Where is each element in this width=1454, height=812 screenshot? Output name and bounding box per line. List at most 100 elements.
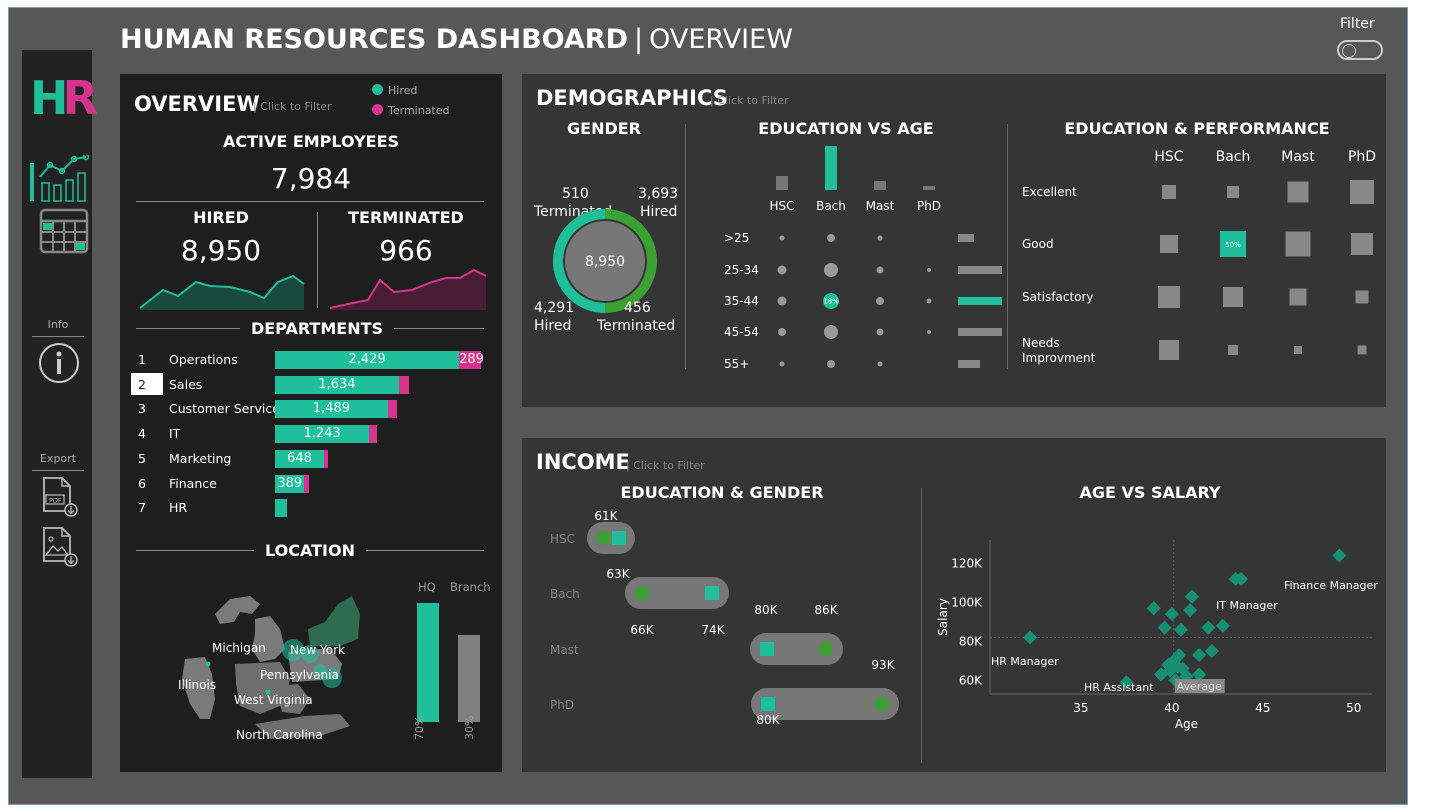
scatter-point [1164, 607, 1179, 622]
branch-pct: 30% [463, 715, 476, 740]
edu-gender-value-label: 93K [871, 658, 895, 672]
active-employees-value: 7,984 [270, 162, 352, 195]
department-row[interactable]: 4 IT 1,243 [130, 422, 490, 444]
perf-row-label: Needs [1022, 336, 1060, 350]
edu-age-point [827, 234, 835, 242]
perf-square [1289, 288, 1307, 306]
department-rank: 4 [138, 426, 146, 442]
terminated-sparkline [329, 268, 487, 310]
edu-age-point [778, 328, 786, 336]
location-divider-right [366, 550, 484, 551]
perf-square [1227, 186, 1239, 198]
location-divider-left [136, 550, 254, 551]
y-axis-label: Salary [936, 598, 950, 636]
filter-label: Filter [1340, 16, 1375, 32]
education-performance-chart[interactable]: HSC Bach Mast PhD Excellent Good Satisfactory N… [1012, 140, 1382, 370]
scatter-point [1192, 647, 1207, 663]
perf-row-label: Improvment [1022, 351, 1096, 365]
age-salary-chart[interactable]: 120K 100K 80K 60K 35 40 45 50 Age Salary Finance M… [930, 528, 1380, 768]
legend-hired[interactable]: Hired [372, 84, 417, 97]
info-icon[interactable] [37, 341, 81, 385]
department-row[interactable]: 1 Operations 2,429 289 [130, 348, 490, 370]
department-bar[interactable]: 1,634 [275, 375, 409, 394]
edu-age-row-label: 55+ [724, 357, 749, 370]
hq-bar[interactable] [417, 603, 439, 722]
department-bar[interactable]: 1,489 [275, 400, 397, 419]
average-label-bg [1174, 679, 1225, 693]
michigan-shape [215, 596, 285, 662]
page-title: HUMAN RESOURCES DASHBOARD | OVERVIEW [120, 24, 793, 55]
department-terminated-bar [324, 449, 328, 468]
perf-square [1220, 231, 1246, 257]
department-row[interactable]: 7 HR [130, 496, 490, 518]
scatter-point [1332, 548, 1347, 563]
title-separator: | [634, 24, 644, 55]
demographics-click-hint: | Click to Filter [710, 94, 789, 107]
perf-square [1285, 231, 1311, 257]
gender-divider [685, 124, 686, 369]
legend-terminated[interactable]: Terminated [372, 104, 450, 117]
department-terminated-bar [387, 400, 397, 419]
map-label-new-york: New York [290, 643, 345, 657]
education-age-chart[interactable]: HSC Bach Mast PhD >25 25-34 35-44 45-54 55+ 18% [692, 140, 1002, 370]
department-bar[interactable]: 648 [275, 449, 328, 468]
department-row[interactable]: 3 Customer Service 1,489 [130, 397, 490, 419]
edu-age-point [876, 266, 884, 274]
terminated-legend-dot [372, 104, 383, 115]
edu-gender-value-label: 80K [756, 713, 780, 727]
departments-divider-right [394, 328, 484, 329]
edu-gender-value-label: 61K [594, 509, 618, 523]
department-bar[interactable] [275, 499, 288, 518]
perf-square [1357, 345, 1367, 355]
location-map[interactable]: Michigan New York Illinois Pennsylvania … [160, 574, 410, 754]
info-label: Info [47, 318, 69, 331]
edu-gender-female-square [760, 642, 774, 656]
table-nav-icon[interactable] [39, 208, 89, 254]
edu-age-row-label: 25-34 [724, 263, 759, 277]
indiana-ohio-shape [235, 662, 290, 714]
map-label-west-virginia: West Virginia [234, 693, 313, 707]
education-gender-chart[interactable]: HSC Bach Mast PhD 61K 63K 66K 74K 80K 86K 93K 80K [528, 500, 918, 770]
hq-pct: 70% [413, 715, 426, 740]
perf-square [1294, 346, 1302, 354]
gender-center-value: 8,950 [585, 254, 625, 270]
gender-tl-num: 510 [562, 186, 589, 202]
edu-gender-row-label: PhD [550, 698, 574, 712]
demographics-title: DEMOGRAPHICS [536, 86, 728, 110]
export-pdf-icon[interactable]: PDF [40, 475, 80, 519]
sidebar: HR Info [22, 50, 98, 778]
scatter-point [1184, 589, 1199, 604]
gender-donut[interactable]: 8,950 [550, 206, 660, 316]
department-row[interactable]: 5 Marketing 648 [130, 447, 490, 469]
scatter-point [1183, 603, 1198, 618]
edu-age-point [876, 297, 884, 305]
department-row[interactable]: 6 Finance 389 [130, 472, 490, 494]
hired-label: HIRED [193, 208, 249, 227]
department-name: IT [169, 426, 181, 442]
perf-row-label: Satisfactory [1022, 290, 1094, 304]
x-tick-label: 50 [1346, 701, 1361, 715]
edu-gender-row-label: Bach [550, 587, 580, 601]
department-bar[interactable]: 389 [275, 474, 310, 493]
department-row[interactable]: 2 Sales 1,634 [130, 372, 490, 395]
edu-gender-male-dot [819, 642, 833, 656]
hired-value: 8,950 [180, 234, 262, 267]
edu-age-row-label: >25 [724, 231, 749, 245]
education-age-title: EDUCATION VS AGE [758, 119, 934, 138]
edu-age-point [779, 235, 785, 241]
branch-bar[interactable] [458, 635, 480, 722]
gender-br-num: 456 [624, 300, 651, 316]
export-image-icon[interactable] [40, 525, 80, 569]
department-rank: 1 [138, 352, 146, 367]
perf-square [1355, 290, 1369, 304]
annotation-label: HR Assistant [1084, 681, 1154, 694]
scatter-point [1022, 630, 1038, 645]
filter-toggle[interactable] [1337, 40, 1383, 60]
gender-br-lbl: Terminated [597, 318, 676, 334]
edu-age-point [824, 263, 838, 277]
overview-click-hint: | Click to Filter [253, 100, 332, 113]
department-bar[interactable]: 1,243 [275, 425, 377, 444]
department-hired-bar [275, 499, 288, 518]
overview-nav-icon[interactable] [30, 155, 92, 205]
department-bar[interactable]: 2,429 289 [275, 351, 484, 369]
